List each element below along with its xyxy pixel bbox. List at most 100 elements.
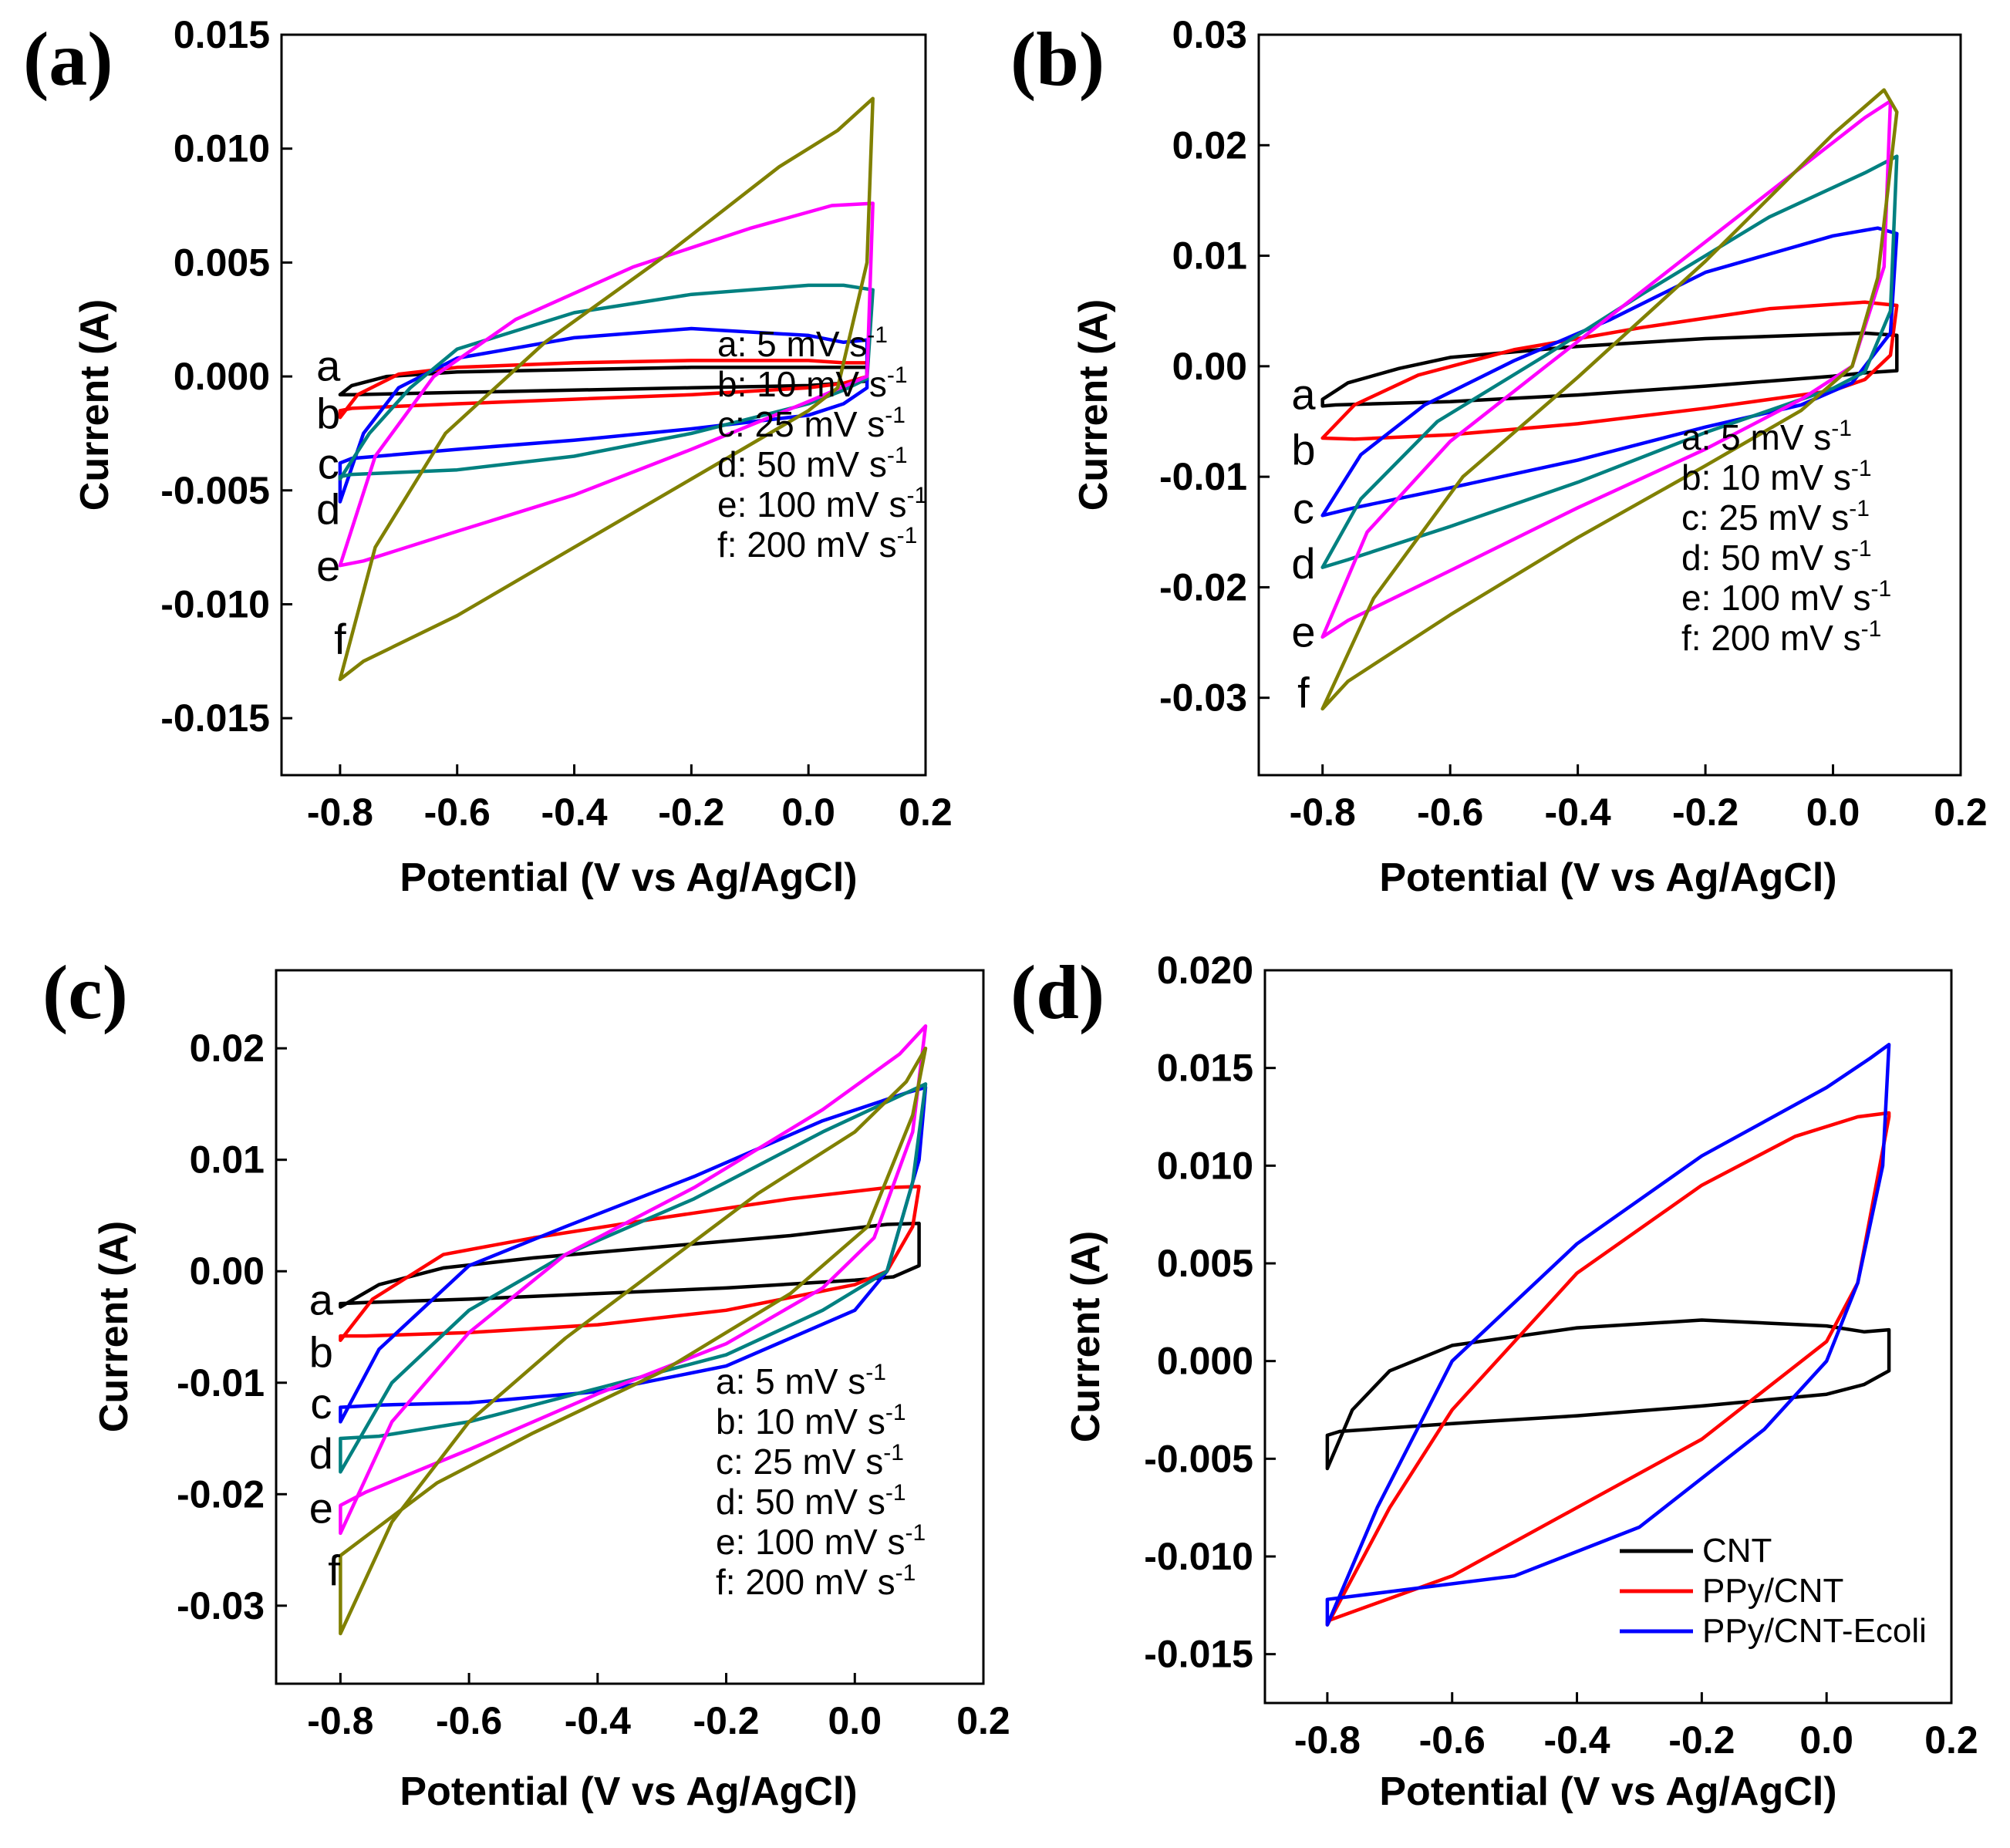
legend-entry: CNT: [1702, 1532, 1772, 1570]
y-tick-label: 0.00: [190, 1249, 265, 1293]
legend-entry: PPy/CNT-Ecoli: [1702, 1612, 1927, 1650]
y-axis-title: Current (A): [92, 1221, 137, 1432]
y-tick-label: 0.005: [1157, 1242, 1253, 1285]
curve-letter-b: b: [1291, 425, 1315, 474]
y-tick-label: -0.010: [160, 582, 270, 626]
x-tick-label: 0.2: [899, 791, 953, 834]
legend-entry: e: 100 mV s-1: [716, 1520, 926, 1562]
y-tick-label: -0.010: [1144, 1535, 1253, 1578]
y-tick-label: -0.005: [1144, 1437, 1253, 1480]
y-axis-title: Current (A): [73, 299, 117, 511]
curve-letter-b: b: [309, 1327, 333, 1376]
curve-letter-f: f: [328, 1546, 340, 1595]
x-axis-title: Potential (V vs Ag/AgCl): [1379, 855, 1836, 900]
y-axis-title: Current (A): [1071, 299, 1116, 511]
cv-curve-f: [338, 96, 875, 682]
panel-d: (d) -0.8 -0.6 -0.4 -0.2 0.0 0.2 -0.015 -0.010 -0.…: [1010, 949, 1978, 1814]
legend-entry: c: 25 mV s-1: [717, 403, 906, 444]
curve-letter-c: c: [310, 1379, 332, 1428]
y-tick-label: 0.000: [1157, 1340, 1253, 1383]
y-tick-label: 0.005: [174, 241, 270, 284]
y-tick-label: -0.015: [1144, 1633, 1253, 1676]
x-tick-label: -0.4: [565, 1699, 631, 1742]
legend-entry: b: 10 mV s-1: [717, 363, 908, 404]
panel-label: (a): [23, 16, 113, 102]
cv-curve-b: [339, 1185, 921, 1343]
y-tick-label: 0.010: [1157, 1144, 1253, 1187]
x-tick-label: 0.2: [1924, 1718, 1978, 1762]
plot-frame: [1263, 969, 1953, 1705]
x-tick-label: -0.8: [307, 1699, 373, 1742]
legend-entry: d: 50 mV s-1: [717, 443, 908, 484]
y-tick-label: -0.01: [177, 1361, 265, 1405]
cv-curve-f: [1320, 88, 1899, 711]
legend-entry: a: 5 mV s-1: [1681, 416, 1852, 457]
y-tick-label: -0.03: [1159, 676, 1247, 720]
y-tick-label: 0.00: [1172, 345, 1247, 388]
y-tick-label: -0.005: [160, 469, 270, 512]
x-tick-label: -0.6: [424, 791, 491, 834]
curve-letter-d: d: [316, 484, 340, 533]
cv-curve-d: [339, 1082, 928, 1474]
plot-frame: [280, 33, 927, 777]
curve-letter-a: a: [1291, 370, 1316, 419]
legend-entry: b: 10 mV s-1: [1681, 456, 1872, 497]
curve-letter-e: e: [1291, 608, 1315, 656]
x-tick-label: -0.2: [658, 791, 724, 834]
curve-letter-a: a: [316, 341, 341, 389]
x-tick-label: 0.0: [781, 791, 835, 834]
y-tick-label: -0.015: [160, 696, 270, 740]
plot-frame: [1257, 33, 1962, 777]
panel-a: (a) -0.8 -0.6 -0.4 -0.2 0.0 0.2 -0.015 -0.010 -0.…: [23, 13, 953, 900]
y-tick-label: -0.02: [1159, 565, 1247, 609]
legend-entry: b: 10 mV s-1: [716, 1400, 906, 1442]
curve-letter-c: c: [318, 439, 339, 487]
legend-entry: d: 50 mV s-1: [1681, 536, 1872, 578]
legend-entry: e: 100 mV s-1: [717, 483, 927, 524]
x-axis-title: Potential (V vs Ag/AgCl): [1379, 1769, 1836, 1814]
panel-label: (b): [1010, 16, 1104, 102]
plot-frame: [275, 969, 985, 1685]
legend-entry: c: 25 mV s-1: [1681, 496, 1870, 538]
panel-b: (b) -0.8 -0.6 -0.4 -0.2 0.0 0.2 -0.03 -0.02 -0.01…: [1010, 13, 1988, 900]
y-tick-label: 0.015: [1157, 1047, 1253, 1090]
y-tick-label: 0.000: [174, 355, 270, 398]
x-tick-label: -0.4: [1543, 1718, 1610, 1762]
curve-letter-f: f: [334, 615, 346, 663]
cv-curve-ppy-cnt-ecoli: [1325, 1043, 1891, 1627]
x-tick-label: -0.8: [1290, 791, 1356, 834]
y-tick-label: 0.02: [1172, 123, 1247, 167]
x-tick-label: -0.8: [307, 791, 373, 834]
x-tick-label: -0.8: [1294, 1718, 1361, 1762]
x-axis-title: Potential (V vs Ag/AgCl): [400, 855, 857, 900]
cv-curve-c: [339, 1085, 928, 1424]
panel-label: (d): [1010, 949, 1104, 1035]
y-tick-label: 0.020: [1157, 949, 1253, 992]
cv-curve-e: [338, 201, 875, 568]
legend-entry: f: 200 mV s-1: [716, 1560, 916, 1602]
y-axis-title: Current (A): [1064, 1231, 1108, 1442]
cv-curve-c: [1320, 226, 1899, 518]
x-tick-label: -0.6: [1417, 791, 1483, 834]
y-tick-label: 0.010: [174, 127, 270, 170]
y-tick-label: 0.03: [1172, 13, 1247, 56]
x-tick-label: 0.0: [1806, 791, 1860, 834]
curve-letter-d: d: [309, 1429, 333, 1478]
x-tick-label: 0.2: [1934, 791, 1988, 834]
x-tick-label: -0.6: [1419, 1718, 1486, 1762]
y-tick-label: -0.03: [177, 1584, 265, 1627]
y-tick-label: 0.01: [1172, 234, 1247, 278]
curve-letter-f: f: [1297, 669, 1310, 717]
cv-curve-ppy-cnt: [1325, 1111, 1891, 1627]
curve-letter-e: e: [316, 541, 340, 590]
y-tick-label: 0.01: [190, 1138, 265, 1182]
x-tick-label: -0.2: [1672, 791, 1739, 834]
curve-letter-e: e: [309, 1484, 333, 1533]
legend-entry: e: 100 mV s-1: [1681, 576, 1891, 618]
cv-curve-a: [339, 1221, 921, 1309]
cv-curve-f: [339, 1046, 928, 1636]
curve-letter-b: b: [316, 389, 340, 437]
legend-entry: a: 5 mV s-1: [717, 322, 888, 364]
cv-curve-b: [1320, 300, 1899, 441]
